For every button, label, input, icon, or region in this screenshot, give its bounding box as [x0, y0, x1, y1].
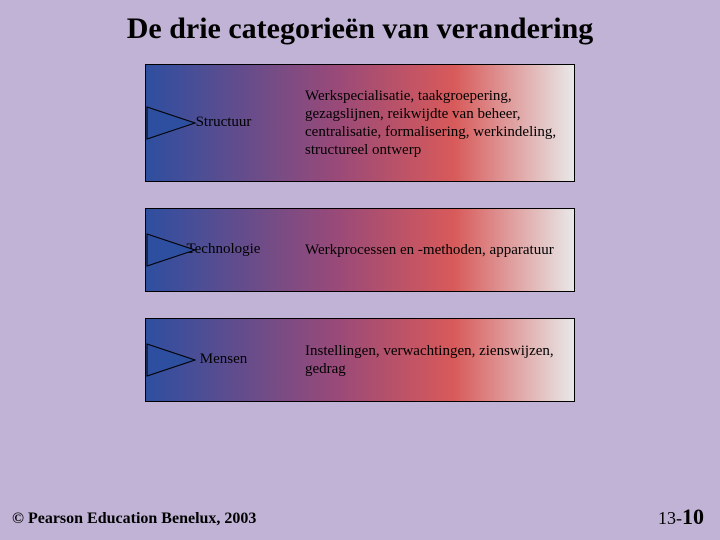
category-row-structuur: Structuur Werkspecialisatie, taakgroeper…: [145, 64, 575, 182]
category-row-mensen: Mensen Instellingen, verwachtingen, zien…: [145, 318, 575, 402]
category-label-cell: Structuur: [146, 110, 301, 135]
category-desc: Werkspecialisatie, taakgroepering, gezag…: [301, 81, 574, 165]
page-number-value: 10: [682, 504, 704, 529]
slide: De drie categorieën van verandering Stru…: [0, 0, 720, 540]
category-label: Mensen: [200, 351, 248, 368]
category-label: Technologie: [187, 241, 261, 258]
category-label-cell: Technologie: [146, 237, 301, 262]
category-label: Structuur: [196, 114, 252, 131]
page-number: 13-10: [658, 504, 704, 530]
category-row-technologie: Technologie Werkprocessen en -methoden, …: [145, 208, 575, 292]
slide-title: De drie categorieën van verandering: [30, 12, 690, 46]
category-desc: Instellingen, verwachtingen, zienswijzen…: [301, 336, 574, 384]
category-label-cell: Mensen: [146, 347, 301, 372]
category-desc: Werkprocessen en -methoden, apparatuur: [301, 235, 574, 265]
page-number-prefix: 13-: [658, 508, 682, 528]
copyright-footer: © Pearson Education Benelux, 2003: [12, 510, 256, 528]
category-rows: Structuur Werkspecialisatie, taakgroeper…: [30, 64, 690, 402]
